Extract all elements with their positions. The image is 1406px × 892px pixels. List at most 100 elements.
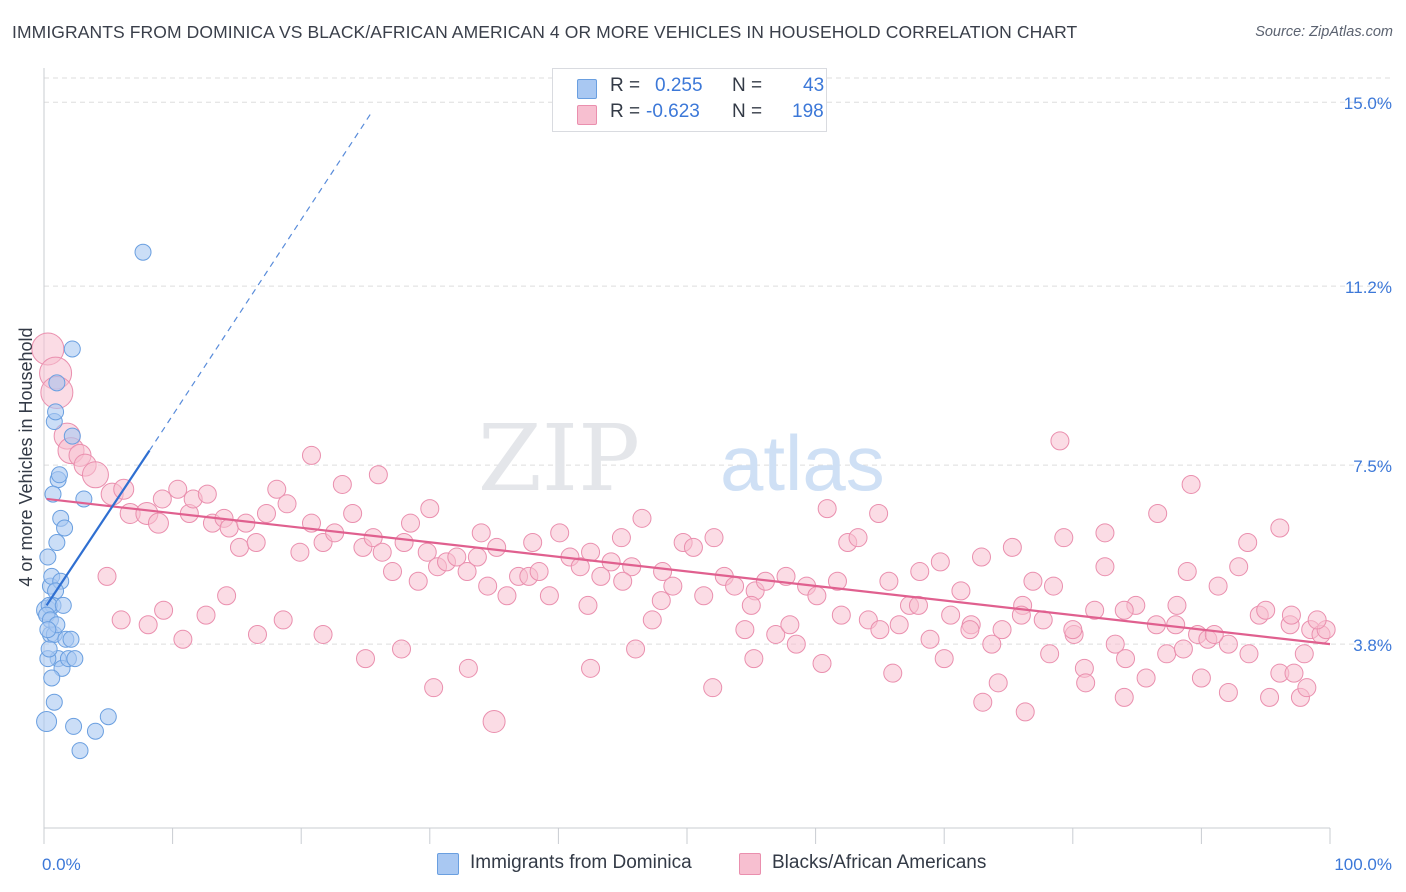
data-point-blacks: [831, 605, 851, 625]
data-point-blacks: [827, 571, 847, 591]
data-point-blacks: [383, 562, 403, 582]
data-point-blacks: [301, 445, 321, 465]
data-point-blacks: [1204, 624, 1224, 644]
data-point-blacks: [529, 562, 549, 582]
data-point-blacks: [290, 542, 310, 562]
data-point-blacks: [138, 615, 158, 635]
legend-label-dominica: Immigrants from Dominica: [470, 852, 692, 873]
data-point-blacks: [1148, 503, 1168, 523]
data-point-blacks: [951, 581, 971, 601]
data-point-dominica: [66, 650, 84, 668]
data-point-blacks: [1238, 533, 1258, 553]
data-point-blacks: [343, 503, 363, 523]
data-point-blacks: [197, 484, 217, 504]
data-point-blacks: [1050, 431, 1070, 451]
data-point-blacks: [196, 605, 216, 625]
data-point-blacks: [725, 576, 745, 596]
data-point-blacks: [591, 566, 611, 586]
data-point-blacks: [372, 542, 392, 562]
data-point-blacks: [424, 678, 444, 698]
legend-swatch-blue: [437, 853, 459, 875]
data-point-blacks: [988, 673, 1008, 693]
data-point-blacks: [930, 552, 950, 572]
data-point-blacks: [910, 562, 930, 582]
data-point-blacks: [870, 620, 890, 640]
data-point-blacks: [1002, 537, 1022, 557]
data-point-dominica: [63, 340, 81, 358]
data-point-blacks: [780, 615, 800, 635]
data-point-blacks: [97, 566, 117, 586]
data-point-blacks: [1294, 644, 1314, 664]
series-dominica-points: [36, 243, 152, 760]
data-point-blacks: [1114, 687, 1134, 707]
y-tick-label: 15.0%: [1344, 94, 1392, 113]
data-point-blacks: [1116, 649, 1136, 669]
data-point-blacks: [457, 562, 477, 582]
data-point-blacks: [848, 528, 868, 548]
trend-line-dominica-extension: [148, 111, 373, 451]
data-point-blacks: [1218, 634, 1238, 654]
data-point-dominica: [56, 519, 74, 537]
data-point-blacks: [786, 634, 806, 654]
data-point-blacks: [1157, 644, 1177, 664]
data-point-blacks: [1173, 639, 1193, 659]
data-point-blacks: [651, 591, 671, 611]
data-point-blacks: [971, 547, 991, 567]
data-point-blacks: [1260, 687, 1280, 707]
data-point-blacks: [152, 489, 172, 509]
data-point-blacks: [992, 620, 1012, 640]
data-point-blacks: [458, 658, 478, 678]
legend-r-value: 0.255: [655, 75, 703, 96]
data-point-dominica: [62, 630, 80, 648]
legend-swatch-pink: [739, 853, 761, 875]
legend-r-label: R =: [610, 101, 641, 122]
data-point-blacks: [1105, 634, 1125, 654]
data-point-blacks: [766, 624, 786, 644]
data-point-blacks: [1054, 528, 1074, 548]
data-point-blacks: [934, 649, 954, 669]
data-point-blacks: [154, 600, 174, 620]
legend-n-label: N =: [732, 101, 763, 122]
data-point-blacks: [869, 503, 889, 523]
data-point-blacks: [1095, 523, 1115, 543]
legend-swatch-blue: [577, 79, 597, 99]
legend-n-value: 43: [803, 75, 825, 96]
data-point-blacks: [313, 624, 333, 644]
data-point-blacks: [908, 595, 928, 615]
data-point-blacks: [447, 547, 467, 567]
data-point-blacks: [1307, 610, 1327, 630]
data-point-blacks: [663, 576, 683, 596]
data-point-blacks: [408, 571, 428, 591]
data-point-blacks: [1076, 673, 1096, 693]
data-point-blacks: [973, 692, 993, 712]
data-point-blacks: [1015, 702, 1035, 722]
data-point-blacks: [704, 528, 724, 548]
data-point-blacks: [247, 624, 267, 644]
data-point-blacks: [1208, 576, 1228, 596]
data-point-blacks: [219, 518, 239, 538]
data-point-blacks: [581, 542, 601, 562]
data-point-blacks: [277, 494, 297, 514]
data-point-blacks: [581, 658, 601, 678]
data-point-blacks: [632, 508, 652, 528]
x-tick-label: 0.0%: [42, 855, 81, 874]
data-point-dominica: [44, 485, 62, 503]
data-point-blacks: [523, 533, 543, 553]
data-point-blacks: [982, 634, 1002, 654]
data-point-blacks: [1297, 678, 1317, 698]
data-point-dominica: [71, 742, 89, 760]
data-point-blacks: [1281, 605, 1301, 625]
tick-labels: 3.8% 7.5% 11.2% 15.0% 0.0% 100.0%: [42, 94, 1392, 874]
legend-swatch-pink: [577, 105, 597, 125]
data-point-blacks: [168, 479, 188, 499]
data-point-dominica: [54, 596, 72, 614]
data-point-blacks: [1114, 600, 1134, 620]
data-point-blacks: [539, 586, 559, 606]
watermark-zip: ZIP: [478, 405, 640, 512]
data-point-blacks: [1166, 615, 1186, 635]
data-point-blacks: [417, 542, 437, 562]
data-point-dominica: [36, 711, 58, 733]
y-tick-label: 7.5%: [1353, 457, 1392, 476]
data-point-blacks: [1136, 668, 1156, 688]
